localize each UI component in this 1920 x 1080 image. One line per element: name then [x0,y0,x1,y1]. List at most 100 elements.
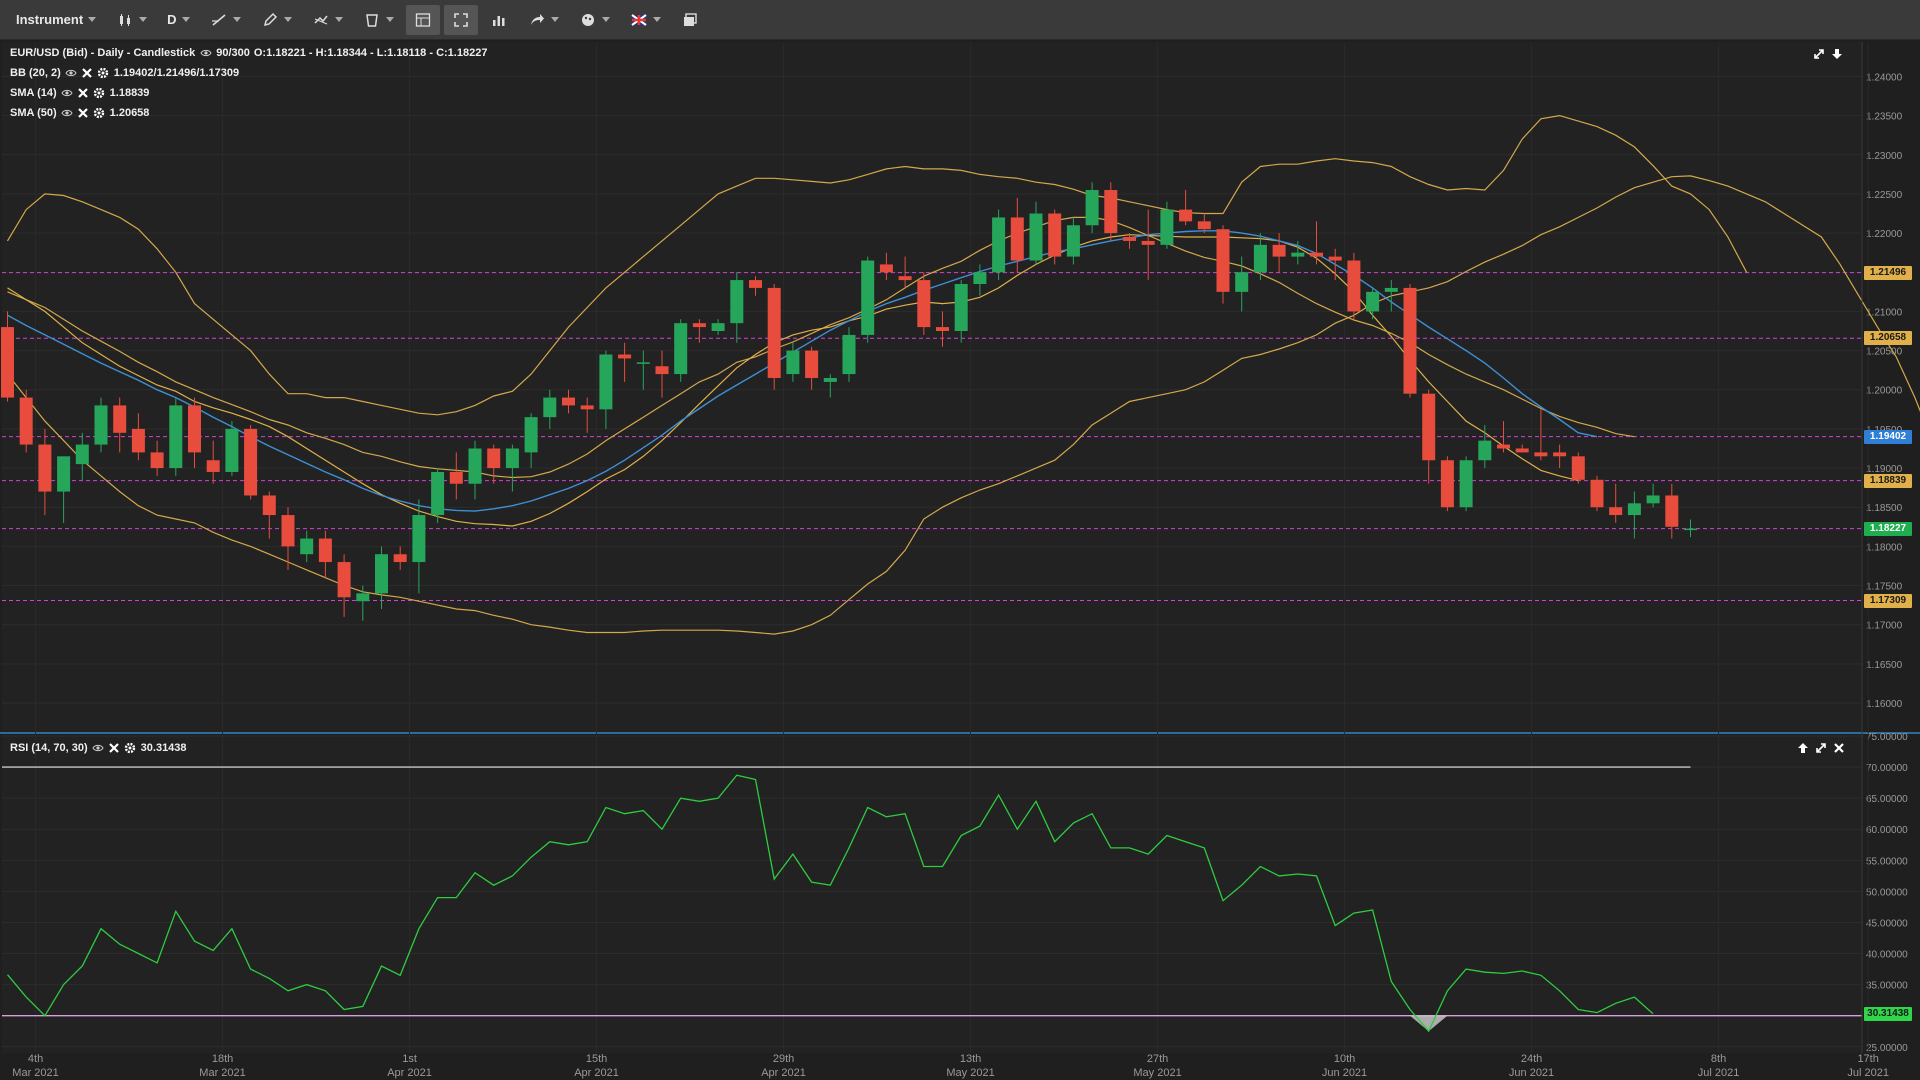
legend-rsi: RSI (14, 70, 30) 30.31438 [10,741,187,754]
candle-body [188,405,201,453]
share-dropdown[interactable] [520,5,567,35]
candle-body [393,554,407,563]
rsi-tick-label: 45.00000 [1866,918,1908,929]
candle-body [524,417,538,453]
y-tick-label: 1.22000 [1866,229,1903,240]
close-icon[interactable] [1832,741,1846,755]
candle-body [917,280,931,328]
chevron-down-icon [334,17,343,22]
theme-icon [579,11,597,29]
main-legend: EUR/USD (Bid) - Daily - Candlestick 90/3… [10,46,487,59]
candle-body [1216,229,1230,292]
candle-type-dropdown[interactable] [108,5,155,35]
candle-body [94,405,108,445]
move-down-icon[interactable] [1830,47,1844,61]
rsi-pane-controls [1796,741,1846,755]
eye-icon[interactable] [92,741,105,754]
eye-icon[interactable] [61,86,74,99]
chart-canvas[interactable]: 1.16000 1.16500 1.17000 1.17500 1.18000 1.185… [0,40,1920,1080]
x-tick-day: 27th [1147,1053,1168,1065]
expand-icon[interactable] [1814,741,1828,755]
legend-bb: BB (20, 2) 1.19402/1.21496/1.17309 [10,66,239,79]
main-legend-count: 90/300 [216,46,250,59]
x-tick-day: 24th [1521,1053,1542,1065]
candle-body [655,366,669,375]
gear-icon[interactable] [93,106,106,119]
price-tag: 1.20658 [1864,331,1912,346]
candle-body [150,452,164,469]
candle-body [1609,507,1623,516]
instrument-dropdown[interactable]: Instrument [8,5,104,35]
close-icon[interactable] [77,106,90,119]
move-up-icon[interactable] [1796,741,1810,755]
candle-body [1085,190,1099,226]
candle-body [75,444,89,465]
chevron-down-icon [385,17,394,22]
expand-icon[interactable] [1812,47,1826,61]
y-tick-label: 1.17500 [1866,582,1903,593]
period-dropdown[interactable]: D [159,5,197,35]
delete-dropdown[interactable] [355,5,402,35]
candle-body [898,276,912,281]
x-tick-month: Jun 2021 [1509,1067,1554,1079]
y-tick-label: 1.19000 [1866,464,1903,475]
candle-body [1366,291,1380,312]
close-icon[interactable] [108,741,121,754]
rsi-tick-label: 60.00000 [1866,825,1908,836]
x-tick-day: 1st [402,1053,417,1065]
candle-body [1646,495,1660,504]
close-icon[interactable] [81,66,94,79]
candle-body [1478,440,1492,461]
candle-body [1384,287,1398,292]
chevron-down-icon [283,17,292,22]
main-legend-ohlc: O:1.18221 - H:1.18344 - L:1.18118 - C:1.… [253,46,488,59]
candle-body [1684,528,1697,531]
gear-icon[interactable] [97,66,110,79]
eye-icon[interactable] [61,106,74,119]
candle-body [1459,460,1473,508]
candle-body [767,287,781,378]
x-tick-day: 15th [586,1053,607,1065]
x-tick-month: Mar 2021 [12,1067,58,1079]
gear-icon[interactable] [124,741,137,754]
x-tick-day: 4th [28,1053,43,1065]
candle-body [1160,209,1174,245]
rsi-tick-label: 65.00000 [1866,794,1908,805]
rsi-tick-label: 40.00000 [1866,950,1908,961]
candle-body [730,280,744,324]
chevron-down-icon [601,17,610,22]
indicator-button[interactable] [482,5,516,35]
fullscreen-button[interactable] [443,4,478,35]
eye-icon[interactable] [199,46,212,59]
close-icon[interactable] [77,86,90,99]
candle-body [823,377,837,382]
candle-body [375,554,388,594]
candle-body [38,444,52,492]
price-tag: 1.18227 [1864,521,1912,536]
pencil-tool-dropdown[interactable] [253,5,300,35]
candle-body [1066,225,1080,257]
language-dropdown[interactable] [622,5,669,35]
candle-body [468,448,482,484]
indicator-name: BB (20, 2) [10,66,61,79]
candle-body [954,284,968,332]
x-tick-month: Jul 2021 [1847,1067,1889,1079]
candle-body [1104,190,1118,234]
price-tag: 1.21496 [1864,265,1912,280]
eye-icon[interactable] [65,66,78,79]
window-button[interactable] [673,5,707,35]
x-tick-month: Jun 2021 [1322,1067,1367,1079]
line-tool-dropdown[interactable] [202,5,249,35]
y-tick-label: 1.18500 [1866,503,1903,514]
main-legend-title: EUR/USD (Bid) - Daily - Candlestick [10,46,196,59]
x-tick-month: Apr 2021 [574,1067,619,1079]
candle-body [19,397,33,445]
candle-body [449,471,463,484]
layout-button[interactable] [405,4,440,35]
candle-body [131,428,145,453]
compare-tool-dropdown[interactable] [304,5,351,35]
theme-dropdown[interactable] [571,5,618,35]
gear-icon[interactable] [93,86,106,99]
candle-body [973,272,987,285]
legend-sma14: SMA (14) 1.18839 [10,86,149,99]
